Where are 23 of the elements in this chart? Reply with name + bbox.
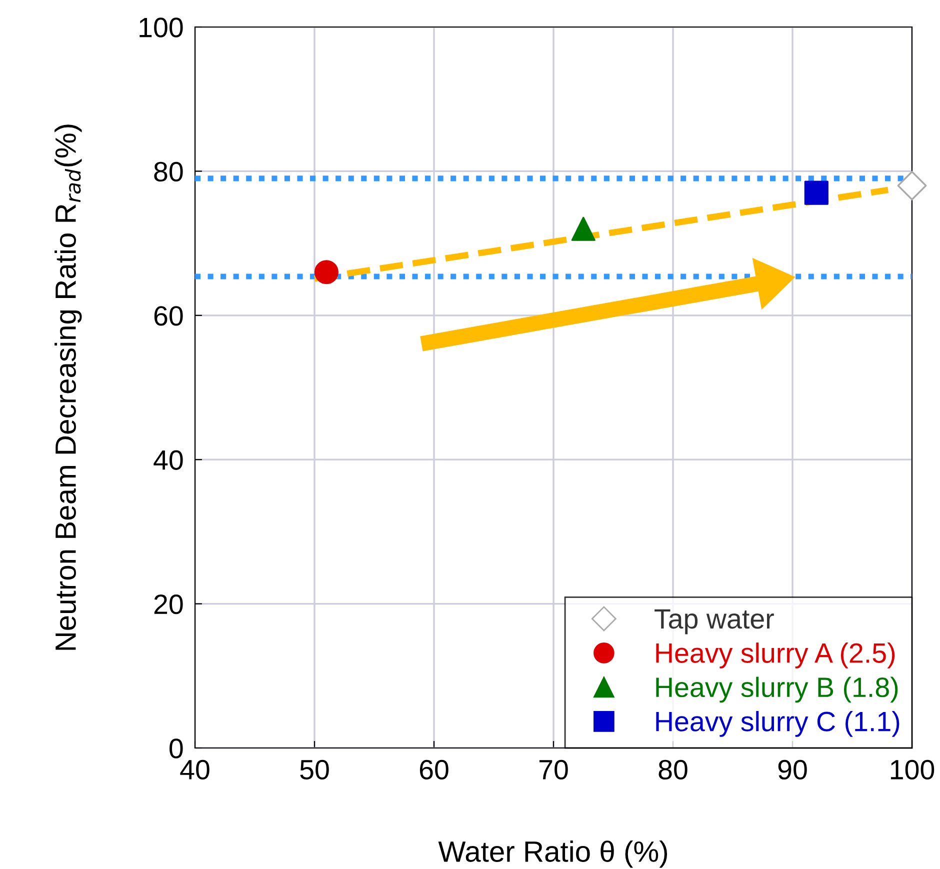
x-tick-label: 90	[778, 760, 807, 780]
y-tick-label: 80	[154, 162, 183, 182]
legend-label: Heavy slurry A (2.5)	[656, 642, 895, 668]
y-tick-label: 40	[154, 450, 183, 470]
x-tick-label: 50	[300, 760, 329, 780]
y-axis-title: Neutron Beam Decreasing Ratio R$_{rad}$(%)	[54, 124, 82, 650]
x-tick-label: 80	[658, 760, 688, 780]
x-tick-label: 100	[890, 760, 934, 780]
legend-label: Heavy slurry C (1.1)	[656, 710, 900, 737]
y-tick-label: 60	[154, 306, 183, 326]
point	[804, 180, 828, 205]
point	[571, 216, 596, 241]
x-axis-title: Water Ratio θ (%)	[438, 840, 668, 868]
point	[314, 260, 338, 284]
y-tick-label: 100	[140, 18, 183, 38]
y-tick-label: 20	[154, 594, 183, 614]
x-tick-label: 70	[539, 760, 568, 780]
y-tick-label: 0	[170, 738, 183, 758]
point	[897, 170, 927, 200]
x-tick-label: 40	[180, 760, 210, 780]
x-tick-label: 60	[420, 760, 448, 780]
legend-label: Tap water	[654, 609, 774, 634]
legend-label: Heavy slurry B (1.8)	[656, 676, 898, 703]
